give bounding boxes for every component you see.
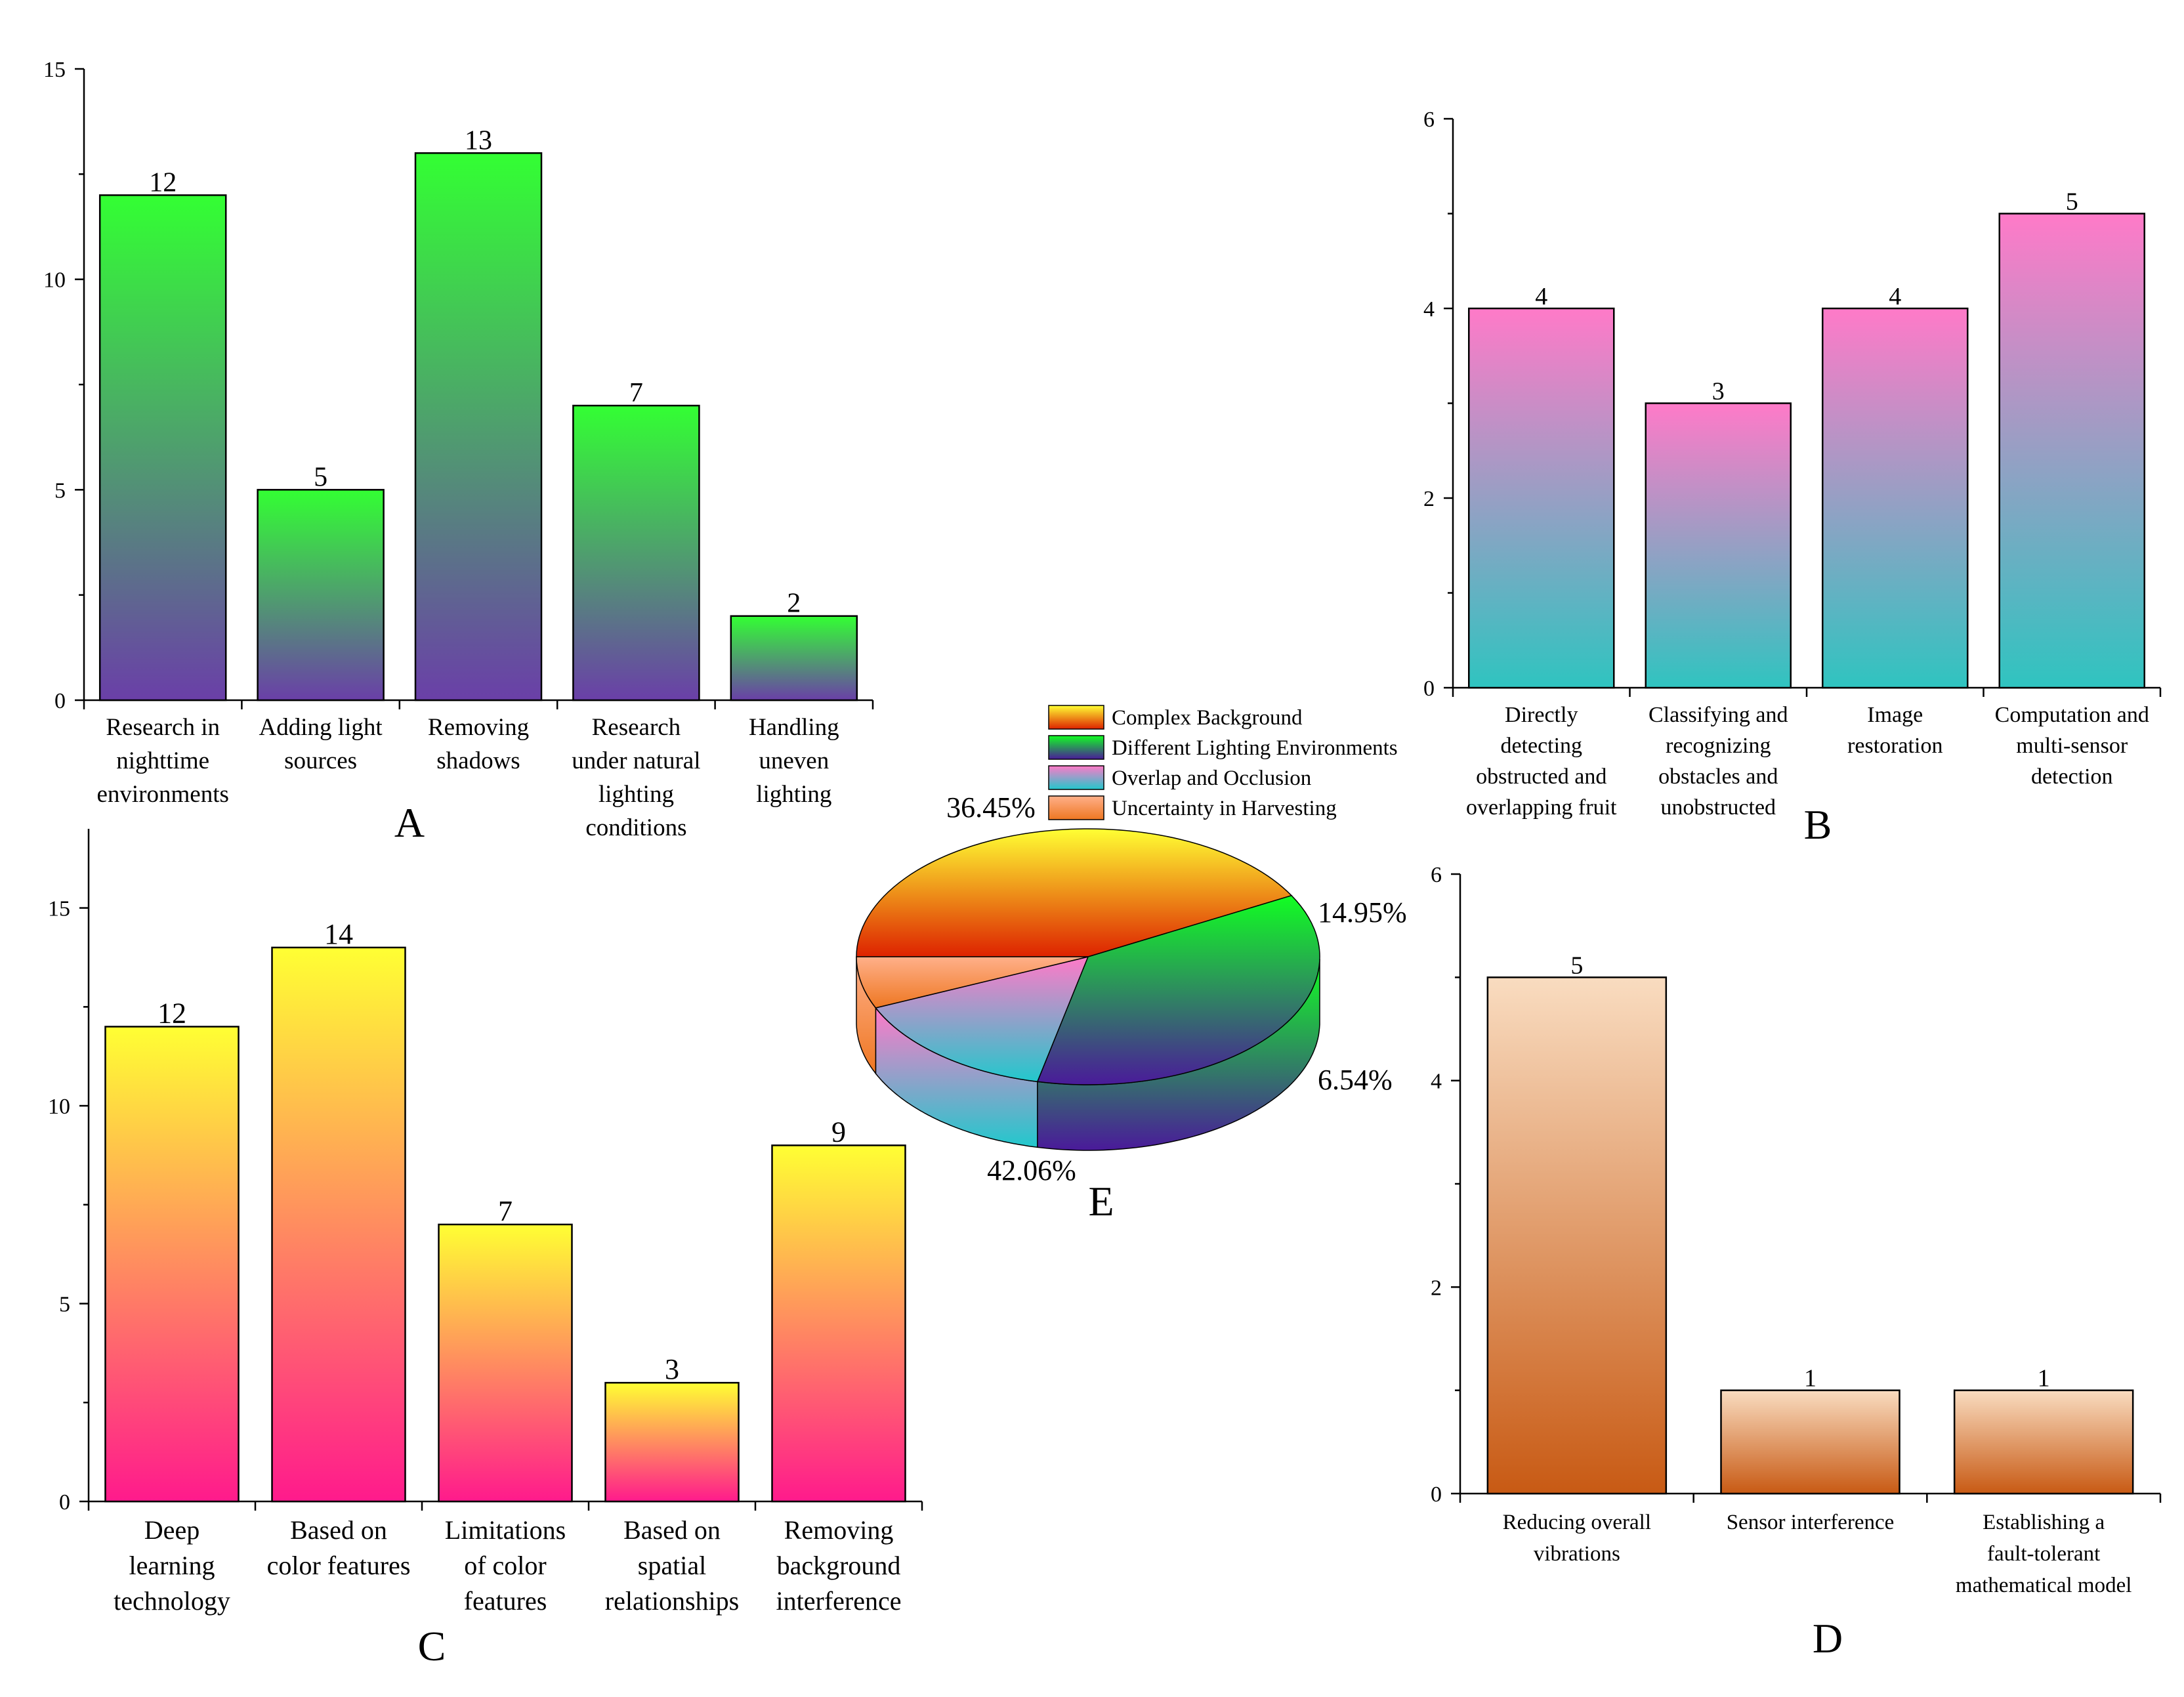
category-label: Deep learning technology: [114, 1515, 230, 1616]
category-label: Limitations of color features: [445, 1515, 566, 1616]
bar-value-label: 12: [158, 997, 186, 1029]
category-label: Research under natural lighting conditions: [572, 714, 700, 841]
bar-value-label: 12: [149, 167, 177, 198]
panel-label: A: [394, 799, 425, 846]
bar: [98, 194, 227, 702]
legend-swatch: [1048, 765, 1104, 790]
bar: [1953, 1389, 2134, 1495]
panel-label: E: [1088, 1178, 1114, 1225]
y-tick-label: 15: [48, 897, 70, 921]
legend-entry: Complex Background: [1112, 706, 1303, 730]
category-label: Handling uneven lighting: [749, 714, 839, 808]
panel-label: D: [1813, 1615, 1843, 1662]
pie-percent-label: 36.45%: [946, 791, 1036, 824]
category-label: Based on spatial relationships: [605, 1515, 739, 1616]
bar: [730, 615, 858, 702]
bar-value-label: 9: [831, 1116, 846, 1148]
category-label: Removing background interference: [776, 1515, 902, 1616]
pie-percent-label: 6.54%: [1318, 1064, 1393, 1096]
y-tick-label: 0: [54, 689, 66, 713]
bar: [604, 1381, 740, 1503]
bar: [1486, 976, 1668, 1495]
bar: [1645, 402, 1792, 689]
category-label: Adding light sources: [259, 714, 383, 774]
bar-value-label: 5: [1570, 952, 1583, 979]
category-label: Based on color features: [267, 1515, 411, 1580]
y-tick-label: 10: [43, 268, 66, 293]
bar-value-label: 3: [665, 1353, 679, 1385]
panel-label: C: [418, 1623, 446, 1669]
bar: [1468, 307, 1615, 689]
chart-d: 0 2 4 6 5 Reducing overall vibrations 1 Sensor i…: [1431, 863, 2162, 1662]
bar-value-label: 13: [465, 125, 492, 156]
y-tick-label: 4: [1431, 1070, 1442, 1094]
category-label: Classifying and recognizing obstacles and u…: [1648, 703, 1788, 820]
y-tick-label: 5: [54, 478, 66, 503]
legend-entry: Different Lighting Environments: [1112, 736, 1398, 760]
bar-value-label: 3: [1712, 378, 1725, 406]
bar: [104, 1026, 240, 1503]
panel-label: B: [1804, 801, 1832, 848]
bar-value-label: 1: [2038, 1365, 2050, 1393]
y-tick-label: 0: [59, 1490, 70, 1515]
bar-value-label: 5: [2066, 188, 2078, 216]
y-tick-label: 15: [43, 58, 66, 82]
category-label: Directly detecting obstructed and overlappi…: [1466, 703, 1617, 820]
y-tick-label: 5: [59, 1293, 70, 1317]
chart-b: 0 2 4 6 4 Directly detecting obstructed and over…: [1423, 108, 2162, 848]
legend-swatch: [1048, 705, 1104, 730]
bar-value-label: 4: [1535, 283, 1547, 310]
legend-swatch: [1048, 795, 1104, 820]
y-tick-label: 6: [1423, 108, 1435, 132]
bar-value-label: 14: [324, 918, 353, 950]
bar-value-label: 7: [498, 1195, 513, 1227]
y-tick-label: 0: [1423, 677, 1435, 701]
pie-percent-label: 14.95%: [1318, 896, 1407, 929]
bar: [771, 1144, 906, 1503]
chart-e-pie: 42.06% 36.45% 14.95% 6.54% Complex Backgroun…: [856, 705, 1407, 1225]
bar-value-label: 7: [629, 378, 643, 408]
pie-slice-top: [1036, 894, 1320, 1085]
category-label: Image restoration: [1847, 703, 1942, 758]
y-tick-label: 10: [48, 1095, 70, 1119]
pie-slice-top: [856, 956, 1089, 1009]
legend-entry: Uncertainty in Harvesting: [1112, 797, 1337, 820]
bar: [271, 946, 406, 1503]
pie-slice-top: [875, 955, 1089, 1083]
y-tick-label: 6: [1431, 863, 1442, 887]
y-tick-label: 2: [1423, 487, 1435, 511]
chart-a: 0 5 10 15 12 Research in nighttime environments…: [43, 58, 874, 846]
category-label: Removing shadows: [428, 714, 529, 774]
pie-percent-label: 42.06%: [987, 1154, 1076, 1186]
category-label: Sensor interference: [1727, 1511, 1895, 1534]
y-tick-label: 2: [1431, 1276, 1442, 1300]
category-label: Reducing overall vibrations: [1503, 1511, 1651, 1566]
bar: [1822, 307, 1969, 689]
pie-slice-top: [856, 828, 1293, 957]
bar-value-label: 4: [1889, 283, 1901, 310]
bar: [1998, 213, 2145, 689]
bar: [572, 404, 700, 702]
legend-swatch: [1048, 735, 1104, 760]
bar: [257, 489, 385, 702]
category-label: Research in nighttime environments: [96, 714, 228, 808]
bar: [438, 1223, 573, 1503]
bar-value-label: 1: [1804, 1365, 1816, 1393]
bar-value-label: 5: [314, 462, 327, 492]
legend-entry: Overlap and Occlusion: [1112, 766, 1311, 790]
bar: [414, 152, 543, 702]
bar-value-label: 2: [787, 589, 801, 619]
chart-c: 0 5 10 15 12 Deep learning technology 14 Based on…: [48, 829, 923, 1669]
category-label: Establishing a fault-tolerant mathematical…: [1956, 1511, 2132, 1597]
category-label: Computation and multi-sensor detection: [1995, 703, 2149, 789]
y-tick-label: 4: [1423, 297, 1435, 322]
y-tick-label: 0: [1431, 1482, 1442, 1507]
bar: [1720, 1389, 1900, 1495]
